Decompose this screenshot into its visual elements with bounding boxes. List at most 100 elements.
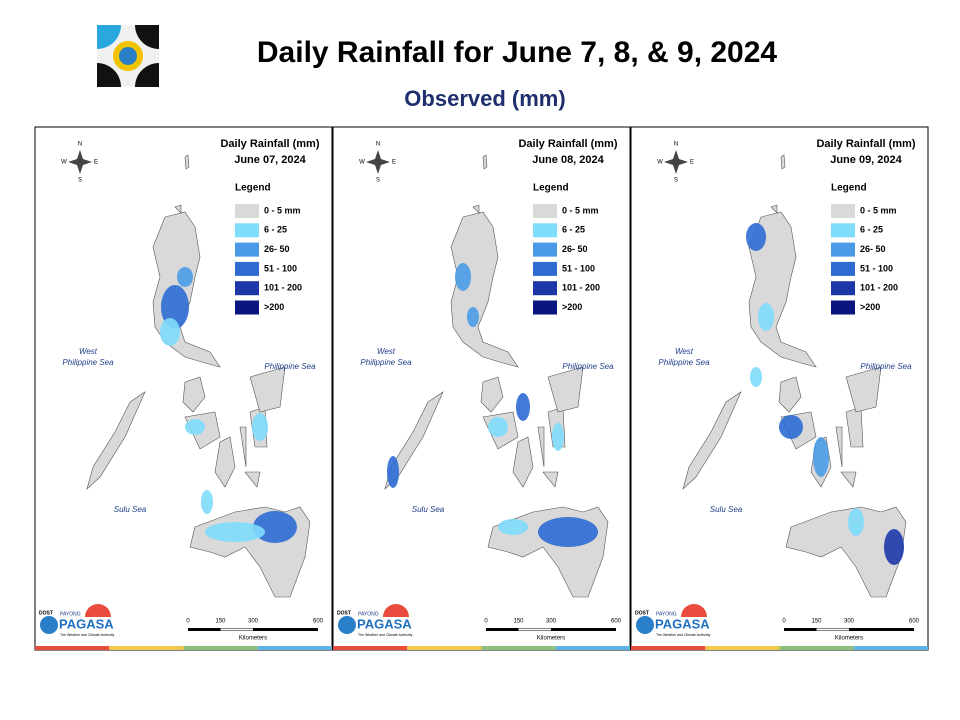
panel-strip — [631, 646, 706, 650]
seal-part — [135, 63, 159, 87]
legend-label: 101 - 200 — [264, 283, 302, 293]
scale-tick-label: 150 — [215, 619, 226, 625]
legend-swatch — [831, 242, 855, 257]
legend-label: 26- 50 — [264, 244, 290, 254]
map-panel: Daily Rainfall (mm) June 07, 2024 Legend 0 … — [34, 126, 333, 651]
panel-strip — [333, 646, 408, 650]
island — [512, 436, 534, 488]
compass-rose — [664, 150, 688, 174]
scale-tick-label: 600 — [909, 619, 920, 625]
island — [547, 366, 584, 413]
scale-tick-label: 600 — [611, 619, 622, 625]
legend-label: >200 — [264, 302, 284, 312]
sea-label: Sulu Sea — [710, 505, 743, 514]
logo-tagline: The Weather and Climate Authority — [656, 633, 711, 637]
legend-label: 26- 50 — [562, 244, 588, 254]
panel-strip — [481, 646, 556, 650]
legend-label: 101 - 200 — [860, 283, 898, 293]
scale-bar-segment — [220, 628, 253, 631]
panel-strip — [407, 646, 482, 650]
rain-area — [177, 267, 193, 287]
scale-tick-label: 0 — [186, 619, 190, 625]
legend-label: 51 - 100 — [264, 263, 297, 273]
legend-swatch — [235, 261, 259, 276]
scale-tick-label: 600 — [313, 619, 324, 625]
legend-label: 26- 50 — [860, 244, 886, 254]
scale-tick-label: 150 — [811, 619, 822, 625]
sea-label: West — [675, 347, 694, 356]
logo-program: PAYONG — [60, 611, 81, 617]
legend-swatch — [235, 300, 259, 315]
compass-letter: N — [78, 142, 82, 148]
sea-label: Philippine Sea — [62, 358, 114, 367]
sea-label: Philippine Sea — [562, 362, 614, 371]
legend-swatch — [533, 300, 557, 315]
logo-agency: PAGASA — [357, 616, 412, 631]
legend-swatch — [533, 242, 557, 257]
island — [472, 204, 480, 214]
panel-strip — [779, 646, 854, 650]
island — [482, 154, 488, 170]
panel-strip — [183, 646, 258, 650]
island — [182, 376, 206, 413]
sea-label: Philippine Sea — [658, 358, 710, 367]
compass-letter: S — [376, 178, 380, 184]
legend-swatch — [831, 281, 855, 296]
rain-area — [185, 419, 205, 435]
rain-area — [252, 413, 268, 441]
island — [480, 376, 504, 413]
compass-letter: E — [690, 160, 694, 166]
compass-letter: W — [61, 160, 67, 166]
legend-label: 6 - 25 — [860, 225, 883, 235]
sea-label: West — [377, 347, 396, 356]
scale-unit: Kilometers — [239, 636, 267, 642]
island — [184, 154, 190, 170]
rain-area — [750, 367, 762, 387]
logo-icon — [338, 616, 356, 634]
sea-label: Sulu Sea — [412, 505, 445, 514]
legend-label: 0 - 5 mm — [562, 205, 599, 215]
legend-heading: Legend — [235, 183, 271, 194]
rain-area — [538, 517, 598, 547]
island — [537, 426, 545, 468]
scale-unit: Kilometers — [835, 636, 863, 642]
compass-letter: S — [674, 178, 678, 184]
panel-strip — [555, 646, 630, 650]
rain-area — [779, 415, 803, 439]
rain-area — [205, 522, 265, 542]
logo-program: PAYONG — [656, 611, 677, 617]
legend-heading: Legend — [831, 183, 867, 194]
rain-area — [253, 511, 297, 543]
legend-swatch — [831, 204, 855, 218]
logo-umbrella — [383, 604, 409, 617]
legend-label: 6 - 25 — [264, 225, 287, 235]
logo-org: DOST — [39, 610, 53, 616]
logo-umbrella — [681, 604, 707, 617]
island — [780, 154, 786, 170]
legend-swatch — [235, 204, 259, 218]
compass-letter: E — [392, 160, 396, 166]
sea-label: Philippine Sea — [360, 358, 412, 367]
legend-swatch — [235, 242, 259, 257]
panel-title: Daily Rainfall (mm) — [220, 138, 319, 150]
agency-seal — [97, 25, 159, 87]
island — [174, 204, 182, 214]
scale-tick-label: 300 — [546, 619, 557, 625]
island — [542, 471, 559, 488]
panel-strip — [705, 646, 780, 650]
logo-tagline: The Weather and Climate Authority — [358, 633, 413, 637]
rain-area — [848, 508, 864, 536]
panel-date: June 08, 2024 — [532, 154, 604, 166]
legend-label: 6 - 25 — [562, 225, 585, 235]
rain-area — [516, 393, 530, 421]
seal-globe — [119, 47, 137, 65]
logo-umbrella — [85, 604, 111, 617]
rain-area — [201, 490, 213, 514]
island — [86, 391, 146, 490]
panel-strip — [853, 646, 928, 650]
rain-area — [498, 519, 528, 535]
map-panel: Daily Rainfall (mm) June 08, 2024 Legend 0 … — [332, 126, 631, 651]
logo-icon — [40, 616, 58, 634]
seal-part — [135, 25, 159, 49]
scale-tick-label: 300 — [844, 619, 855, 625]
